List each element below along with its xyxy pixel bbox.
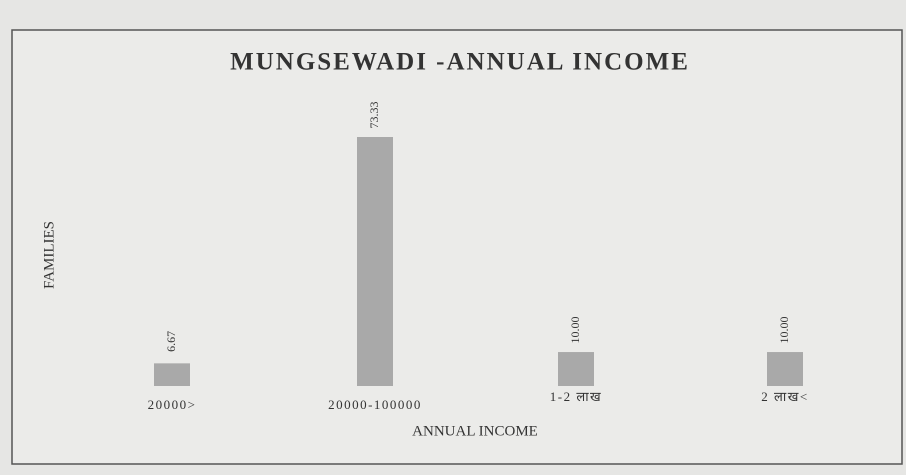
chart-title: MUNGSEWADI -ANNUAL INCOME [230, 49, 690, 76]
value-label: 10.00 [568, 317, 582, 344]
x-tick-label: 20000> [148, 397, 197, 412]
x-tick-label: 20000-100000 [328, 397, 422, 412]
x-axis-label: ANNUAL INCOME [412, 423, 538, 439]
value-label: 10.00 [777, 317, 791, 344]
bar [558, 352, 594, 386]
y-axis-label: FAMILIES [41, 221, 57, 289]
bar [767, 352, 803, 386]
bar [357, 137, 393, 386]
bar [154, 363, 190, 386]
value-label: 73.33 [367, 102, 381, 129]
x-tick-label: 2 लाख< [761, 389, 808, 404]
frame [11, 29, 903, 465]
x-tick-label: 1-2 लाख [550, 389, 602, 404]
value-label: 6.67 [164, 331, 178, 352]
